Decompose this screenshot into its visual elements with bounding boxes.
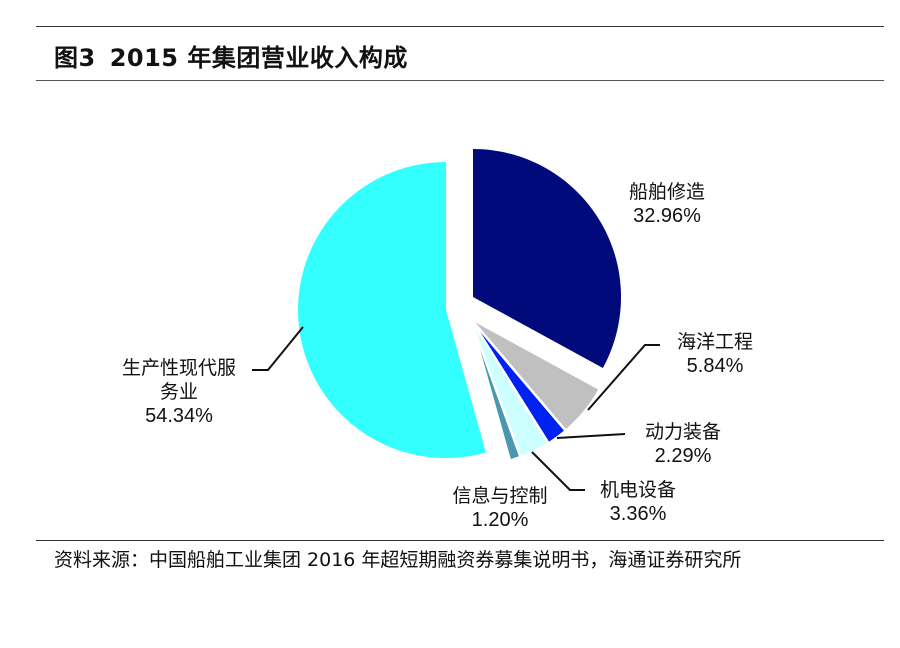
label-info: 信息与控制 1.20% [438,484,562,532]
leader-line-offshore [587,344,660,411]
label-name-line1: 生产性现代服 [121,357,236,379]
label-pct: 54.34% [145,405,213,427]
label-name: 船舶修造 [628,181,705,203]
pie-slices [298,149,622,463]
label-pct: 5.84% [686,355,744,377]
label-pct: 2.29% [654,445,712,467]
leader-line-services [252,326,304,371]
label-pct: 32.96% [633,205,701,227]
leader-line-power [556,433,626,439]
label-electromech: 机电设备 3.36% [586,478,690,526]
label-power: 动力装备 2.29% [628,420,738,468]
top-rule [36,26,884,27]
figure-number: 图3 [54,44,96,72]
figure-title-text: 2015 年集团营业收入构成 [109,44,408,72]
leader-lines [252,326,660,491]
figure-title: 图3 2015 年集团营业收入构成 [54,38,408,73]
pie-slice-6 [298,162,486,458]
label-name: 信息与控制 [452,485,548,507]
title-rule [36,80,884,81]
label-name-line2: 务业 [159,381,198,403]
label-name: 海洋工程 [676,331,753,353]
label-pct: 3.36% [609,503,667,525]
pie-slice-1 [473,149,622,368]
leader-line-electromech [531,451,585,491]
label-offshore: 海洋工程 5.84% [660,330,770,378]
label-pct: 1.20% [471,509,529,531]
label-name: 动力装备 [644,421,721,443]
label-name: 机电设备 [599,479,676,501]
source-rule [36,540,884,541]
label-services: 生产性现代服 务业 54.34% [106,356,252,428]
source-note: 资料来源：中国船舶工业集团 2016 年超短期融资券募集说明书，海通证券研究所 [54,549,742,571]
label-shipbuilding: 船舶修造 32.96% [612,180,722,228]
pie-slice-5 [468,317,523,463]
